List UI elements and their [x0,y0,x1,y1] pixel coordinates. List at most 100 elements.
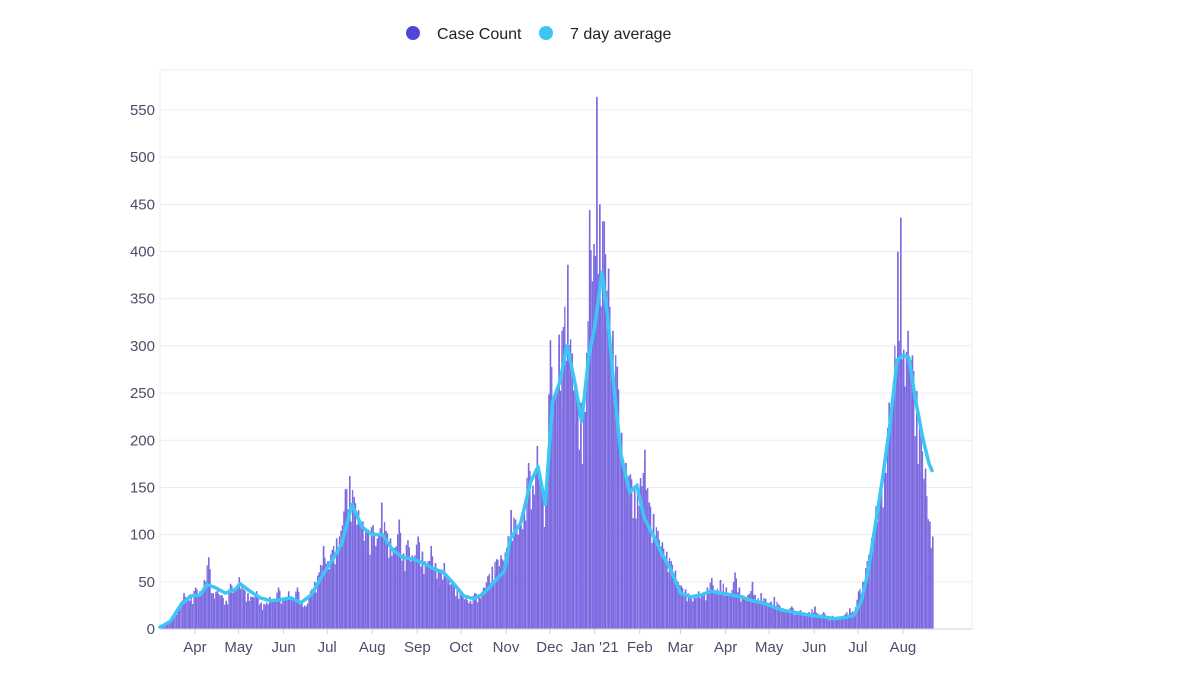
case-count-bar[interactable] [631,479,633,629]
case-count-bar[interactable] [269,596,271,629]
case-count-bar[interactable] [795,612,797,629]
case-count-bar[interactable] [468,603,470,629]
case-count-bar[interactable] [770,601,772,629]
case-count-bar[interactable] [514,519,517,629]
case-count-bar[interactable] [194,587,197,629]
case-count-bar[interactable] [831,615,834,629]
case-count-bar[interactable] [327,561,329,629]
case-count-bar[interactable] [773,596,776,629]
case-count-bar[interactable] [306,603,309,629]
case-count-bar[interactable] [552,404,554,629]
case-count-bar[interactable] [446,575,448,629]
case-count-bar[interactable] [264,604,267,629]
case-count-bar[interactable] [620,432,623,629]
case-count-bar[interactable] [854,607,857,629]
case-count-bar[interactable] [562,327,565,629]
case-count-bar[interactable] [632,518,634,629]
case-count-bar[interactable] [536,445,539,629]
case-count-bar[interactable] [396,534,399,629]
case-count-bar[interactable] [495,559,498,629]
case-count-bar[interactable] [405,544,407,629]
case-count-bar[interactable] [250,596,252,629]
case-count-bar[interactable] [167,622,169,629]
case-count-bar[interactable] [186,601,188,629]
case-count-bar[interactable] [696,596,698,629]
case-count-bar[interactable] [253,597,255,629]
case-count-bar[interactable] [884,457,886,629]
case-count-bar[interactable] [593,244,595,629]
case-count-bar[interactable] [607,268,610,629]
case-count-bar[interactable] [494,561,496,629]
case-count-bar[interactable] [471,604,473,629]
case-count-bar[interactable] [334,564,336,629]
case-count-bar[interactable] [606,290,608,629]
case-count-bar[interactable] [804,613,806,629]
case-count-bar[interactable] [885,472,887,629]
case-count-bar[interactable] [679,584,681,629]
case-count-bar[interactable] [583,410,585,629]
case-count-bar[interactable] [427,561,429,629]
case-count-bar[interactable] [219,595,221,629]
case-count-bar[interactable] [302,607,304,629]
case-count-bar[interactable] [658,539,660,629]
case-count-bar[interactable] [671,564,674,629]
case-count-bar[interactable] [221,595,223,629]
case-count-bar[interactable] [617,389,620,629]
case-count-bar[interactable] [719,579,722,629]
case-count-bar[interactable] [538,479,540,629]
case-count-bar[interactable] [415,544,418,629]
case-count-bar[interactable] [600,306,602,629]
case-count-bar[interactable] [793,614,796,629]
case-count-bar[interactable] [366,530,369,629]
case-count-bar[interactable] [712,585,714,629]
case-count-bar[interactable] [466,600,469,629]
case-count-bar[interactable] [564,306,566,629]
case-count-bar[interactable] [500,555,502,629]
case-count-bar[interactable] [648,502,651,629]
case-count-bar[interactable] [370,527,373,629]
case-count-bar[interactable] [338,536,341,629]
case-count-bar[interactable] [173,618,175,629]
case-count-bar[interactable] [331,549,334,629]
case-count-bar[interactable] [708,592,710,629]
case-count-bar[interactable] [180,601,182,629]
case-count-bar[interactable] [206,565,208,629]
case-count-bar[interactable] [882,507,884,629]
case-count-bar[interactable] [834,619,836,629]
case-count-bar[interactable] [561,330,563,629]
case-count-bar[interactable] [380,502,383,629]
case-count-bar[interactable] [349,476,351,629]
case-count-bar[interactable] [436,578,438,629]
case-count-bar[interactable] [258,604,261,629]
case-count-bar[interactable] [766,602,768,629]
case-count-bar[interactable] [216,589,219,629]
case-count-bar[interactable] [805,613,807,629]
case-count-bar[interactable] [841,618,844,629]
case-count-bar[interactable] [414,555,416,629]
case-count-bar[interactable] [706,587,709,629]
case-count-bar[interactable] [591,281,594,629]
case-count-bar[interactable] [542,494,544,629]
case-count-bar[interactable] [850,612,852,629]
case-count-bar[interactable] [852,611,854,629]
case-count-bar[interactable] [623,463,626,629]
case-count-bar[interactable] [209,569,211,629]
case-count-bar[interactable] [225,600,228,629]
case-count-bar[interactable] [407,540,409,629]
case-count-bar[interactable] [741,595,743,629]
case-count-bar[interactable] [681,587,684,629]
case-count-bar[interactable] [721,593,723,629]
case-count-bar[interactable] [663,548,665,629]
case-count-bar[interactable] [325,563,328,629]
case-count-bar[interactable] [274,601,277,629]
case-count-bar[interactable] [868,555,870,629]
case-count-bar[interactable] [440,569,442,629]
case-count-bar[interactable] [226,604,229,629]
case-count-bar[interactable] [215,591,217,629]
case-count-bar[interactable] [889,413,892,629]
case-count-bar[interactable] [251,596,254,629]
case-count-bar[interactable] [223,604,226,629]
case-count-bar[interactable] [263,603,265,629]
case-count-bar[interactable] [856,599,858,629]
case-count-bar[interactable] [239,588,242,629]
